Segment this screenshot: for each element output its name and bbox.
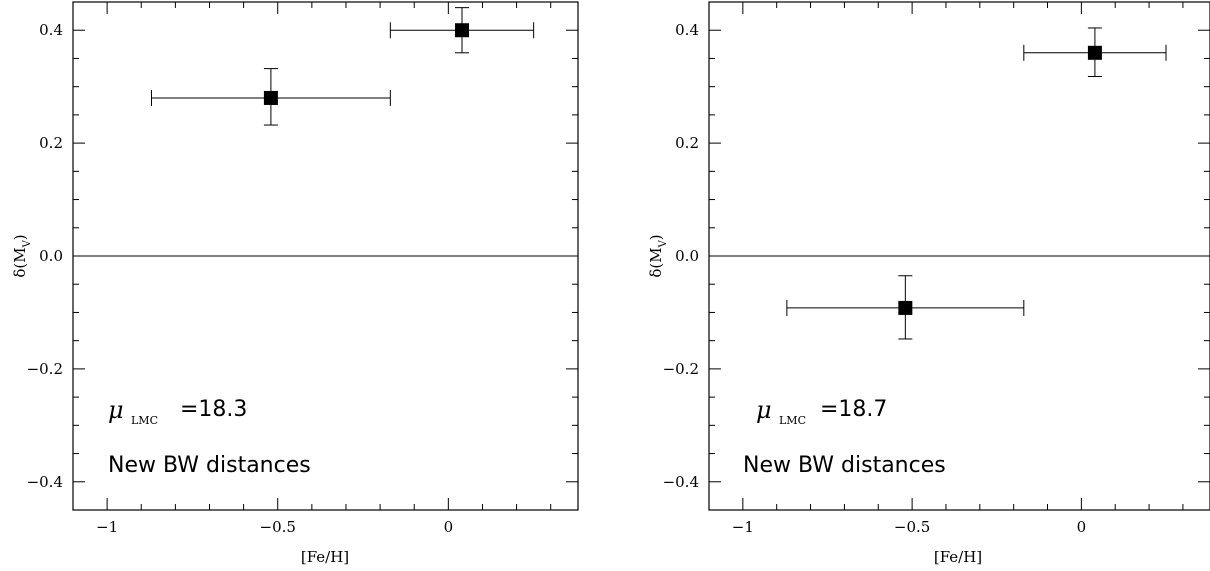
mu-value: =18.7 — [820, 397, 887, 422]
y-tick-label: 0.4 — [675, 21, 699, 39]
y-tick-label: −0.4 — [663, 473, 699, 491]
y-tick-label: 0.2 — [39, 134, 63, 152]
tick-marks — [72, 1, 578, 511]
y-axis-label-subscript: V — [22, 239, 33, 248]
data-marks — [786, 27, 1167, 340]
y-tick-label: −0.2 — [27, 360, 63, 378]
x-tick-label: −1 — [96, 518, 118, 536]
y-tick-label: 0.4 — [39, 21, 63, 39]
x-tick-label: −0.5 — [894, 518, 930, 536]
data-point — [454, 23, 469, 38]
data-point — [1087, 45, 1102, 60]
x-tick-labels: −1 −0.5 0 — [732, 518, 1086, 536]
left-panel: −0.4 −0.2 0.0 0.2 0.4 −1 −0.5 0 [Fe/H] δ(MV) μ… — [11, 1, 579, 566]
y-axis-label-subscript: V — [658, 239, 669, 248]
mu-annotation: μ LMC =18.3 — [108, 396, 247, 427]
data-marks — [150, 7, 535, 126]
y-tick-labels: −0.4 −0.2 0.0 0.2 0.4 — [27, 21, 63, 491]
x-axis-label: [Fe/H] — [934, 548, 982, 566]
y-tick-label: −0.2 — [663, 360, 699, 378]
mu-symbol: μ — [108, 396, 124, 424]
mu-symbol: μ — [756, 396, 772, 424]
x-tick-label: 0 — [1077, 518, 1087, 536]
y-tick-label: 0.0 — [675, 247, 699, 265]
x-axis-label: [Fe/H] — [301, 548, 349, 566]
mu-annotation: μ LMC =18.7 — [756, 396, 887, 427]
x-tick-label: −1 — [732, 518, 754, 536]
x-tick-label: −0.5 — [260, 518, 296, 536]
y-tick-label: 0.2 — [675, 134, 699, 152]
y-tick-label: 0.0 — [39, 247, 63, 265]
y-tick-label: −0.4 — [27, 473, 63, 491]
x-tick-labels: −1 −0.5 0 — [96, 518, 453, 536]
mu-value: =18.3 — [180, 397, 247, 422]
y-axis-label: δ(MV) — [11, 234, 33, 277]
x-tick-label: 0 — [444, 518, 454, 536]
data-point — [263, 90, 278, 105]
mu-subscript: LMC — [779, 414, 806, 427]
y-tick-labels: −0.4 −0.2 0.0 0.2 0.4 — [663, 21, 699, 491]
dataset-label: New BW distances — [743, 453, 946, 478]
y-axis-label: δ(MV) — [647, 234, 669, 277]
dataset-label: New BW distances — [108, 453, 311, 478]
right-panel: −0.4 −0.2 0.0 0.2 0.4 −1 −0.5 0 [Fe/H] δ(MV) μ… — [647, 1, 1210, 566]
data-point — [898, 300, 913, 315]
mu-subscript: LMC — [131, 414, 158, 427]
